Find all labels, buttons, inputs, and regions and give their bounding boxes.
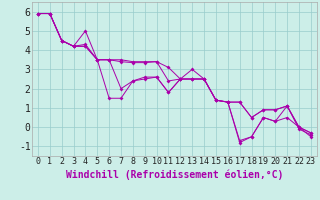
X-axis label: Windchill (Refroidissement éolien,°C): Windchill (Refroidissement éolien,°C): [66, 169, 283, 180]
